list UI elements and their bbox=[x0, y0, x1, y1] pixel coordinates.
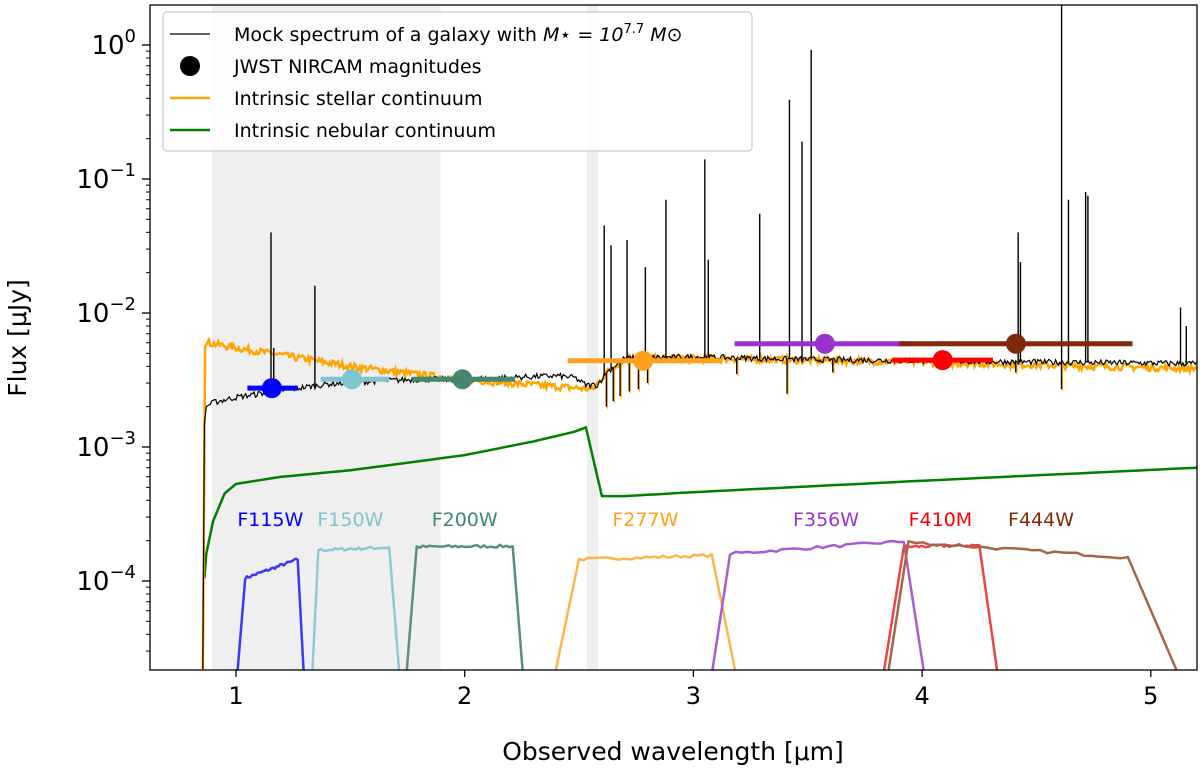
photometry-point-f356w bbox=[734, 333, 913, 354]
x-tick-label: 1 bbox=[228, 682, 243, 710]
photometry-point-f115w bbox=[247, 378, 298, 399]
filter-curve-f444w bbox=[887, 540, 1178, 670]
legend-math: M⋆ = 10 bbox=[543, 24, 623, 46]
filter-curve-f115w bbox=[236, 557, 305, 670]
y-tick-label: 10−3 bbox=[76, 428, 136, 463]
y-tick-base: 10 bbox=[91, 31, 124, 61]
marker bbox=[932, 350, 953, 371]
legend-exponent: 7.7 bbox=[623, 22, 644, 37]
legend-text: Intrinsic nebular continuum bbox=[234, 120, 496, 142]
photometry-point-f200w bbox=[412, 369, 516, 390]
filter-curve-f150w bbox=[311, 545, 401, 670]
filter-labels: F115W F150W F200W F277W F356W F410M F444W bbox=[237, 509, 1074, 531]
y-tick-exponent: −2 bbox=[109, 294, 136, 315]
marker bbox=[633, 350, 654, 371]
filter-curves bbox=[236, 539, 1178, 670]
y-tick-exponent: −4 bbox=[109, 562, 136, 583]
legend-marker bbox=[180, 56, 200, 76]
filter-label-f277w: F277W bbox=[612, 509, 678, 531]
x-tick-label: 5 bbox=[1143, 682, 1158, 710]
legend-text: JWST NIRCAM magnitudes bbox=[233, 56, 482, 78]
y-tick-exponent: −1 bbox=[109, 160, 136, 181]
y-tick-label: 10−2 bbox=[76, 294, 136, 329]
legend-label: Intrinsic nebular continuum bbox=[234, 120, 496, 142]
filter-label-f356w: F356W bbox=[793, 509, 859, 531]
marker bbox=[814, 333, 835, 354]
x-tick-label: 4 bbox=[914, 682, 929, 710]
y-tick-exponent: −3 bbox=[109, 428, 136, 449]
legend: Mock spectrum of a galaxy with M⋆ = 107.… bbox=[162, 11, 753, 152]
y-tick-base: 10 bbox=[76, 567, 109, 597]
nebular-continuum-line bbox=[203, 425, 1197, 579]
plot-frame bbox=[149, 4, 1198, 671]
filter-label-f150w: F150W bbox=[317, 509, 383, 531]
x-tick-label: 3 bbox=[686, 682, 701, 710]
filter-label-f444w: F444W bbox=[1008, 509, 1074, 531]
x-axis-label: Observed wavelength [μm] bbox=[502, 737, 844, 766]
y-tick-label: 100 bbox=[91, 26, 136, 61]
legend-label: Mock spectrum of a galaxy with M⋆ = 107.… bbox=[234, 22, 683, 46]
marker bbox=[1005, 333, 1026, 354]
filter-curve-f200w bbox=[405, 543, 524, 670]
y-tick-label: 10−4 bbox=[76, 562, 136, 597]
legend-label: JWST NIRCAM magnitudes bbox=[233, 56, 482, 78]
legend-math-unit: M⊙ bbox=[644, 24, 682, 46]
legend-text: Mock spectrum of a galaxy with bbox=[234, 24, 543, 46]
marker bbox=[341, 369, 362, 390]
legend-text: Intrinsic stellar continuum bbox=[234, 88, 482, 110]
filter-label-f200w: F200W bbox=[432, 509, 498, 531]
marker bbox=[261, 378, 282, 399]
x-tick-label: 2 bbox=[457, 682, 472, 710]
filter-label-f410m: F410M bbox=[909, 509, 973, 531]
shaded-region bbox=[587, 5, 599, 670]
y-tick-base: 10 bbox=[76, 299, 109, 329]
y-tick-base: 10 bbox=[76, 433, 109, 463]
photometry-point-f410m bbox=[892, 350, 993, 371]
filter-curve-f356w bbox=[711, 539, 925, 670]
photometry-point-f444w bbox=[899, 333, 1133, 354]
photometry-point-f277w bbox=[567, 350, 721, 371]
legend-label: Intrinsic stellar continuum bbox=[234, 88, 482, 110]
photometry-points bbox=[247, 333, 1133, 399]
y-axis-label: Flux [μJy] bbox=[3, 279, 32, 397]
photometry-point-f150w bbox=[320, 369, 390, 390]
marker bbox=[452, 369, 473, 390]
y-tick-exponent: 0 bbox=[125, 26, 136, 47]
y-tick-label: 10−1 bbox=[76, 160, 136, 195]
filter-curve-f277w bbox=[554, 553, 737, 670]
filter-curve-f410m bbox=[882, 543, 999, 670]
legend-box bbox=[162, 11, 753, 152]
y-tick-base: 10 bbox=[76, 165, 109, 195]
filter-label-f115w: F115W bbox=[237, 509, 303, 531]
